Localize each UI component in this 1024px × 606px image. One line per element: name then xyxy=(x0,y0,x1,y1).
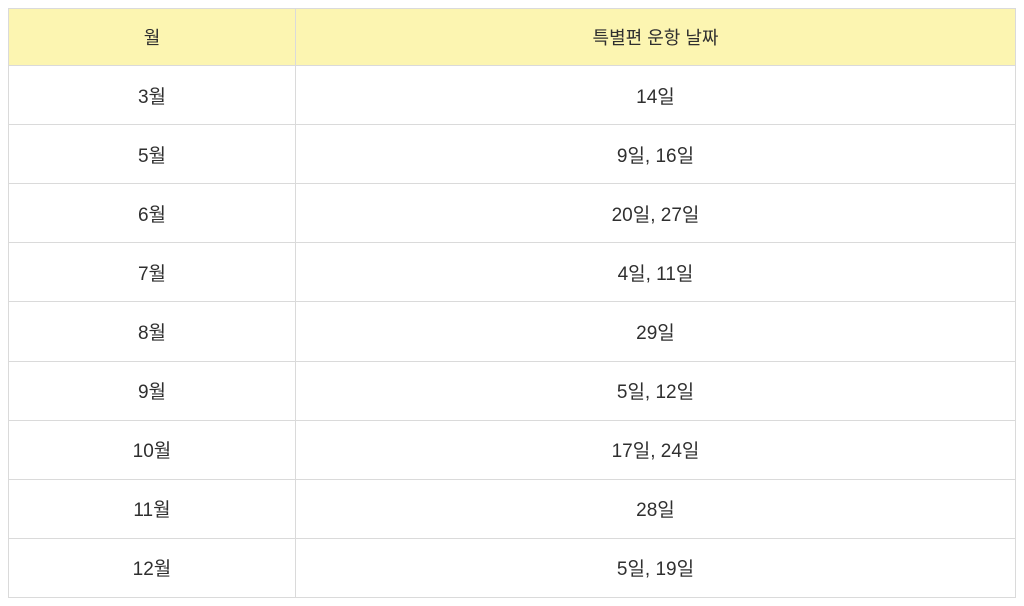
column-header-month: 월 xyxy=(8,8,296,66)
table-row: 11월 28일 xyxy=(8,478,1017,539)
table-row: 3월 14일 xyxy=(8,64,1017,126)
dates-cell: 9일, 16일 xyxy=(294,124,1017,185)
table-row: 7월 4일, 11일 xyxy=(8,242,1017,303)
header-row: 월 특별편 운항 날짜 xyxy=(8,8,1017,66)
dates-cell: 17일, 24일 xyxy=(294,419,1017,480)
table-row: 12월 5일, 19일 xyxy=(8,537,1017,599)
month-cell: 11월 xyxy=(8,478,296,539)
dates-cell: 29일 xyxy=(294,301,1017,362)
dates-cell: 20일, 27일 xyxy=(294,183,1017,244)
month-cell: 6월 xyxy=(8,183,296,244)
dates-cell: 5일, 19일 xyxy=(294,537,1017,599)
dates-cell: 28일 xyxy=(294,478,1017,539)
table-row: 5월 9일, 16일 xyxy=(8,124,1017,185)
month-cell: 7월 xyxy=(8,242,296,303)
dates-cell: 14일 xyxy=(294,64,1017,126)
dates-cell: 5일, 12일 xyxy=(294,360,1017,421)
month-cell: 9월 xyxy=(8,360,296,421)
table-row: 8월 29일 xyxy=(8,301,1017,362)
table-row: 6월 20일, 27일 xyxy=(8,183,1017,244)
month-cell: 10월 xyxy=(8,419,296,480)
month-cell: 3월 xyxy=(8,64,296,126)
month-cell: 12월 xyxy=(8,537,296,599)
table-row: 10월 17일, 24일 xyxy=(8,419,1017,480)
month-cell: 5월 xyxy=(8,124,296,185)
special-flight-schedule-table: 월 특별편 운항 날짜 3월 14일 5월 9일, 16일 6월 20일, 27일 7월 4일… xyxy=(8,8,1017,599)
month-cell: 8월 xyxy=(8,301,296,362)
dates-cell: 4일, 11일 xyxy=(294,242,1017,303)
table-row: 9월 5일, 12일 xyxy=(8,360,1017,421)
column-header-dates: 특별편 운항 날짜 xyxy=(294,8,1017,66)
